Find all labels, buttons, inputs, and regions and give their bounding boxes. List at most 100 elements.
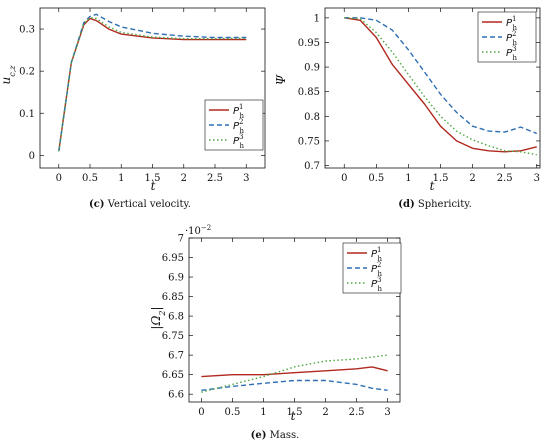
x-tick-label: 1: [118, 173, 124, 184]
y-tick-label: 6.85: [162, 292, 184, 303]
legend-label-sup: 2: [377, 261, 381, 269]
y-tick-label: 0.8: [304, 112, 320, 123]
y-tick-label: 1: [314, 13, 320, 24]
y-tick-label: 6.75: [162, 331, 184, 342]
y-tick-label: 6.8: [168, 312, 184, 323]
x-tick-label: 2: [322, 407, 328, 418]
legend-label-3: P3 h: [506, 45, 518, 62]
y-tick-label: 0.9: [304, 63, 320, 74]
legend: P1 hP2 hP3 h: [477, 11, 537, 63]
x-tick-label: 2: [469, 173, 475, 184]
legend-label-base: P: [371, 249, 378, 260]
x-tick-label: 2.5: [497, 173, 513, 184]
x-tick-label: 3: [534, 173, 540, 184]
series-line-2: [201, 379, 388, 391]
legend-label-base: P: [233, 106, 240, 117]
series-line-1: [344, 17, 537, 153]
y-axis-label: uc,z: [0, 65, 17, 85]
series-line-2: [344, 17, 538, 135]
panel-caption-text: Sphericity.: [415, 199, 472, 210]
legend-label-sub: h: [240, 127, 245, 135]
panel-caption-text: Vertical velocity.: [105, 199, 191, 210]
legend-label-base: P: [506, 33, 513, 44]
legend-label-sup: 3: [377, 276, 381, 284]
y-axis-label-sub: c,z: [8, 65, 17, 77]
y-tick-label: 0.3: [19, 25, 35, 36]
panel-mass: 0 0.5 1 1.5 2 2.5 3 6.6 6.65 6.7 6.75 6.8 6.85 6.9 6.9…: [149, 224, 402, 441]
axis-multiplier: ·10−2: [185, 224, 211, 237]
series-line-3: [344, 17, 537, 156]
x-tick-label: 1.5: [287, 407, 303, 418]
legend-label-sub: h: [513, 54, 518, 62]
x-tick-label: 0.5: [224, 407, 240, 418]
legend-label-1: P1 h: [371, 246, 383, 263]
x-tick-label: 1.5: [433, 173, 449, 184]
legend-label-sub: h: [240, 112, 245, 120]
y-axis-label-main: Ψ: [274, 74, 288, 85]
y-axis-label: Ψ: [274, 74, 288, 85]
legend-label-3: P3 h: [233, 133, 245, 150]
legend-label-sub: h: [513, 24, 518, 32]
legend-box: [342, 242, 402, 294]
legend-label-3: P3 h: [371, 276, 383, 293]
x-tick-label: 0: [56, 173, 62, 184]
legend-label-1: P1 h: [506, 15, 518, 32]
legend-label-sup: 1: [239, 103, 243, 111]
y-tick-label: 0.75: [298, 136, 320, 147]
legend-label-base: P: [506, 48, 513, 59]
legend-label-sup: 1: [377, 246, 381, 254]
x-tick-label: 0: [341, 173, 347, 184]
legend-label-sup: 2: [512, 30, 516, 38]
y-axis-label-sub: 2: [158, 310, 167, 316]
y-axis-label-close: |: [149, 306, 163, 310]
legend-label-1: P1 h: [233, 103, 245, 120]
x-tick-label: 2.5: [207, 173, 223, 184]
y-tick-label: 0.2: [19, 67, 35, 78]
axis-multiplier-base: ·10: [185, 226, 201, 237]
y-tick-label: 0.7: [304, 161, 320, 172]
legend-label-base: P: [371, 279, 378, 290]
x-axis-label: t: [291, 409, 296, 423]
y-axis-label-main: |Ω: [149, 316, 163, 330]
legend-box: [204, 99, 264, 151]
series-line-3: [201, 354, 388, 393]
x-tick-label: 3: [243, 173, 249, 184]
legend-label-sub: h: [378, 270, 383, 278]
x-tick-label: 2: [181, 173, 187, 184]
y-tick-label: 6.9: [168, 273, 184, 284]
legend-label-base: P: [506, 18, 513, 29]
panel-caption: (e) Mass.: [251, 430, 300, 441]
legend-label-sup: 3: [239, 133, 243, 141]
series-line-3: [58, 17, 247, 152]
x-axis-label: t: [430, 179, 435, 193]
panel-caption-tag: (d): [398, 199, 414, 210]
panel-caption-text: Mass.: [267, 430, 300, 441]
x-tick-label: 0: [198, 407, 204, 418]
y-tick-label: 0.1: [19, 109, 35, 120]
y-axis-label-main: u: [0, 77, 13, 85]
y-tick-label: 0.85: [298, 87, 320, 98]
legend-label-base: P: [371, 264, 378, 275]
y-tick-label: 6.65: [162, 370, 184, 381]
legend-label-sub: h: [378, 285, 383, 293]
legend-label-base: P: [233, 136, 240, 147]
legend-label-2: P2 h: [506, 30, 518, 47]
y-tick-label: 0: [29, 151, 35, 162]
series-line-2: [58, 13, 247, 152]
x-tick-label: 0.5: [368, 173, 384, 184]
y-tick-label: 6.7: [168, 351, 184, 362]
y-tick-label: 0.95: [298, 38, 320, 49]
y-tick-label: 6.95: [162, 253, 184, 264]
legend-label-sub: h: [378, 255, 383, 263]
legend-label-sub: h: [513, 39, 518, 47]
panel-caption-tag: (c): [89, 199, 105, 210]
legend-label-sup: 2: [239, 118, 243, 126]
legend-box: [477, 11, 537, 63]
panel-caption-tag: (e): [251, 430, 267, 441]
y-tick-label: 6.6: [168, 390, 184, 401]
x-tick-label: 2.5: [349, 407, 365, 418]
plot-frame: [324, 7, 541, 169]
